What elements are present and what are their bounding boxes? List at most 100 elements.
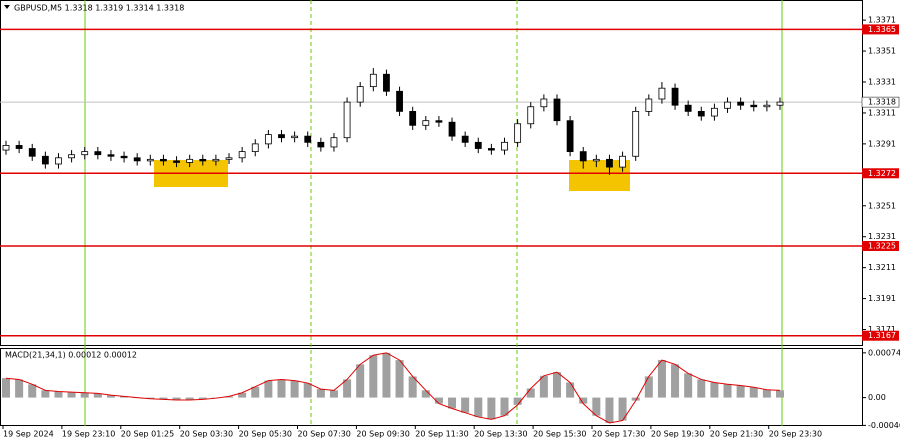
candle-body bbox=[697, 110, 705, 117]
candle-body bbox=[212, 158, 220, 162]
macd-bar bbox=[106, 395, 115, 398]
macd-bar bbox=[290, 380, 299, 398]
candle-body bbox=[343, 101, 351, 139]
macd-bar bbox=[500, 397, 509, 416]
macd-bar bbox=[749, 387, 758, 398]
level-label: 1.3167 bbox=[868, 331, 896, 340]
y-tick-label: 1.3251 bbox=[868, 201, 896, 210]
candle-body bbox=[146, 158, 154, 162]
macd-bar bbox=[513, 397, 522, 405]
candle-body bbox=[186, 158, 194, 163]
price-label: 1.3318 bbox=[868, 98, 896, 107]
y-tick-label: 1.3311 bbox=[868, 108, 896, 117]
macd-bar bbox=[657, 360, 666, 398]
candle-body bbox=[632, 110, 640, 157]
candle-body bbox=[671, 87, 679, 106]
macd-bar bbox=[395, 360, 404, 398]
candle-body bbox=[711, 107, 718, 117]
candle-body bbox=[160, 158, 167, 162]
candle-body bbox=[487, 148, 495, 151]
macd-bar bbox=[316, 389, 325, 398]
x-tick-label: 20 Sep 15:30 bbox=[533, 430, 586, 439]
macd-bar bbox=[736, 385, 745, 398]
candle-body bbox=[356, 86, 364, 103]
macd-bar bbox=[146, 397, 155, 399]
level-tag bbox=[862, 24, 899, 35]
macd-bar bbox=[198, 397, 207, 400]
candle-body bbox=[409, 110, 417, 126]
x-tick-label: 20 Sep 23:30 bbox=[769, 430, 822, 439]
candle-body bbox=[474, 141, 482, 149]
macd-tick-label: -0.00046 bbox=[868, 421, 900, 430]
macd-bar bbox=[172, 397, 181, 400]
macd-bar bbox=[120, 396, 129, 398]
macd-bar bbox=[303, 383, 312, 398]
candle-body bbox=[278, 134, 285, 139]
x-tick-label: 20 Sep 01:25 bbox=[121, 430, 174, 439]
macd-bar bbox=[41, 390, 50, 398]
macd-bar bbox=[644, 376, 653, 398]
y-tick-label: 1.3371 bbox=[868, 16, 896, 25]
candle-body bbox=[199, 158, 207, 162]
level-label: 1.3365 bbox=[868, 25, 896, 34]
candle-body bbox=[173, 160, 180, 163]
macd-bar bbox=[277, 379, 286, 398]
macd-bar bbox=[238, 392, 247, 398]
y-tick-label: 1.3211 bbox=[868, 263, 896, 272]
candle-body bbox=[684, 104, 692, 112]
macd-bar bbox=[421, 390, 430, 398]
candle-body bbox=[15, 145, 23, 149]
candle-body bbox=[383, 73, 390, 92]
candle-body bbox=[527, 106, 535, 125]
candle-body bbox=[41, 155, 49, 165]
candle-body bbox=[81, 151, 89, 156]
candle-body bbox=[251, 143, 259, 153]
candle-body bbox=[317, 141, 325, 148]
candle-body bbox=[619, 155, 626, 168]
candle-body bbox=[501, 141, 508, 151]
candle-body bbox=[750, 104, 758, 108]
macd-bar bbox=[539, 375, 548, 398]
macd-bar bbox=[618, 397, 627, 421]
macd-bar bbox=[369, 355, 378, 398]
macd-bar bbox=[54, 391, 63, 398]
x-tick-label: 19 Sep 2024 bbox=[3, 430, 54, 439]
candle-body bbox=[133, 157, 141, 162]
candle-body bbox=[330, 137, 338, 148]
macd-bar bbox=[487, 397, 496, 420]
x-tick-label: 20 Sep 13:30 bbox=[474, 430, 527, 439]
candle-body bbox=[658, 87, 666, 100]
candle-body bbox=[737, 101, 745, 106]
macd-bar bbox=[15, 379, 24, 398]
chart-title: GBPUSD,M5 1.3318 1.3319 1.3314 1.3318 bbox=[14, 4, 184, 13]
candle-body bbox=[238, 151, 246, 159]
x-tick-label: 19 Sep 23:10 bbox=[62, 430, 115, 439]
macd-signal bbox=[5, 352, 781, 424]
y-tick-label: 1.3351 bbox=[868, 47, 896, 56]
candle-body bbox=[776, 101, 784, 106]
macd-bar bbox=[723, 384, 732, 398]
macd-bar bbox=[251, 386, 260, 398]
candle-body bbox=[606, 158, 613, 168]
macd-bar bbox=[566, 382, 575, 398]
candle-body bbox=[369, 73, 377, 88]
macd-bar bbox=[80, 392, 89, 398]
candle-body bbox=[120, 155, 128, 159]
macd-bar bbox=[671, 364, 680, 398]
candle-body bbox=[291, 135, 299, 139]
macd-bar bbox=[631, 397, 640, 401]
macd-bar bbox=[448, 397, 457, 409]
x-tick-label: 20 Sep 11:30 bbox=[415, 430, 468, 439]
macd-bar bbox=[461, 397, 470, 413]
macd-bar bbox=[474, 397, 483, 417]
macd-bar bbox=[225, 396, 234, 398]
y-tick-label: 1.3331 bbox=[868, 77, 896, 86]
price-tag bbox=[861, 96, 900, 108]
candle-body bbox=[553, 98, 561, 122]
candle-body bbox=[763, 104, 771, 108]
level-tag bbox=[862, 240, 899, 251]
macd-bar bbox=[579, 397, 588, 404]
macd-pane bbox=[0, 348, 863, 426]
title-arrow bbox=[4, 5, 10, 9]
